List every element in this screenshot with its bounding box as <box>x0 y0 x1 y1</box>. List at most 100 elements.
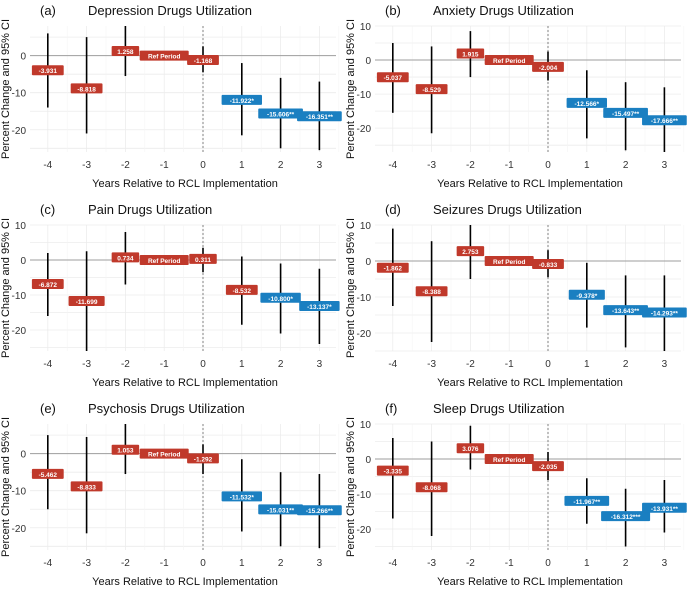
x-tick-label: -3 <box>82 160 91 171</box>
x-tick-label: -2 <box>466 359 475 370</box>
x-tick-label: 1 <box>239 359 245 370</box>
estimate-label: Ref Period <box>493 58 526 65</box>
y-tick-label: -10 <box>357 293 372 304</box>
estimate-label-box <box>139 255 189 265</box>
y-axis-title: Percent Change and 95% CI <box>345 218 357 358</box>
y-tick-label: 10 <box>360 420 372 431</box>
estimate-label: -8.818 <box>77 86 96 93</box>
y-tick-label: 10 <box>360 221 372 232</box>
estimate-label-box <box>258 504 303 515</box>
estimate-label: -13.643** <box>612 308 640 315</box>
panel-title: Depression Drugs Utilization <box>88 3 252 18</box>
estimate-label: 1.053 <box>117 448 134 455</box>
x-tick-label: -4 <box>43 558 52 569</box>
estimate-label-box <box>456 48 485 59</box>
y-tick-label: 10 <box>360 22 372 33</box>
estimate-label: -2.035 <box>539 464 558 471</box>
x-tick-label: 2 <box>278 558 284 569</box>
estimate-label: Ref Period <box>493 457 526 464</box>
estimate-label: -16.351** <box>306 114 334 121</box>
estimate-label: -15.606** <box>267 111 295 118</box>
estimate-label-box <box>642 115 687 126</box>
estimate-label: 1.915 <box>462 52 479 59</box>
estimate-label-box <box>484 55 534 66</box>
estimate-label: Ref Period <box>148 452 181 459</box>
y-tick-label: -10 <box>357 490 372 501</box>
x-tick-label: 3 <box>317 558 323 569</box>
estimate-label: -8.388 <box>422 289 441 296</box>
estimate-label: -13.137* <box>307 304 332 311</box>
y-tick-label: 0 <box>365 56 371 67</box>
x-tick-label: -3 <box>427 558 436 569</box>
estimate-label: -3.335 <box>384 469 403 476</box>
x-tick-label: -1 <box>160 160 169 171</box>
estimate-label-box <box>111 252 140 263</box>
x-tick-label: 0 <box>545 160 551 171</box>
estimate-label: -10.800* <box>268 296 293 303</box>
estimate-label-box <box>415 482 448 493</box>
x-tick-label: -2 <box>121 558 130 569</box>
x-tick-label: -1 <box>505 558 514 569</box>
panel-title: Anxiety Drugs Utilization <box>433 3 574 18</box>
estimate-label: -1.292 <box>194 456 213 463</box>
estimate-label: -12.566* <box>575 101 600 108</box>
estimate-label-box <box>484 256 534 266</box>
estimate-label: 3.076 <box>462 446 479 453</box>
estimate-label-box <box>139 448 189 459</box>
estimate-label-box <box>189 253 217 264</box>
estimate-label-box <box>70 83 103 94</box>
x-tick-label: -4 <box>388 558 397 569</box>
estimate-label-box <box>532 461 564 472</box>
x-tick-label: -1 <box>160 359 169 370</box>
estimate-label: -11.967** <box>573 499 600 506</box>
panel-letter: (e) <box>40 401 56 416</box>
y-tick-label: -20 <box>357 124 372 135</box>
estimate-label: -11.922* <box>230 98 255 105</box>
estimate-label: -5.462 <box>39 472 58 479</box>
x-tick-label: 2 <box>623 359 629 370</box>
x-tick-label: -3 <box>427 160 436 171</box>
estimate-label: -0.833 <box>539 262 558 269</box>
x-tick-label: -4 <box>388 359 397 370</box>
x-tick-label: -3 <box>427 359 436 370</box>
x-tick-label: 1 <box>584 160 590 171</box>
estimate-label-box <box>139 50 189 61</box>
estimate-label: -11.699 <box>76 299 98 306</box>
y-tick-label: -20 <box>357 329 372 340</box>
estimate-label-box <box>225 284 258 295</box>
estimate-label: -15.031** <box>267 507 295 514</box>
y-tick-label: -10 <box>12 89 27 100</box>
estimate-label-box <box>299 300 340 311</box>
estimate-label: -16.312*** <box>611 514 641 521</box>
estimate-label: Ref Period <box>148 258 181 265</box>
x-tick-label: 0 <box>200 160 206 171</box>
estimate-label-box <box>642 307 687 318</box>
estimate-label-box <box>484 454 534 464</box>
panel-b: (b) Anxiety Drugs Utilization100-10-20-4-… <box>345 3 687 190</box>
y-tick-label: -10 <box>357 90 372 101</box>
x-tick-label: -2 <box>121 359 130 370</box>
y-tick-label: 0 <box>20 52 26 63</box>
y-tick-label: 0 <box>20 256 26 267</box>
panel-letter: (a) <box>40 3 56 18</box>
y-tick-label: -10 <box>12 487 27 498</box>
y-tick-label: -20 <box>12 524 27 535</box>
x-tick-label: 0 <box>545 558 551 569</box>
estimate-label-box <box>111 45 140 56</box>
x-axis-title: Years Relative to RCL Implementation <box>437 576 623 588</box>
estimate-label: Ref Period <box>148 54 181 61</box>
estimate-label-box <box>568 289 605 300</box>
x-tick-label: 2 <box>278 359 284 370</box>
estimate-label-box <box>297 111 342 122</box>
estimate-label-box <box>187 453 219 464</box>
panel-title: Seizures Drugs Utilization <box>433 202 582 217</box>
estimate-label-box <box>456 246 485 257</box>
estimate-label-box <box>221 94 262 105</box>
y-axis-title: Percent Change and 95% CI <box>0 218 12 358</box>
estimate-label: -17.666** <box>651 118 679 125</box>
estimate-label: -2.004 <box>539 65 558 72</box>
estimate-label-box <box>31 65 64 76</box>
x-tick-label: 2 <box>623 558 629 569</box>
